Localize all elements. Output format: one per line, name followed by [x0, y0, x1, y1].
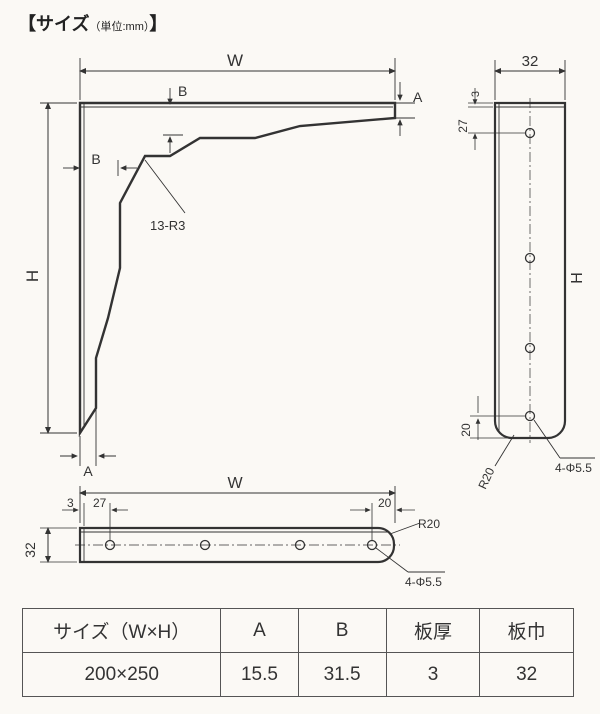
bracket-front-view: 32 27 3	[456, 53, 595, 491]
label-b-left: B	[91, 151, 100, 167]
bracket-side-view: W H A A	[23, 51, 423, 479]
spec-table-container: サイズ（W×H） A B 板厚 板巾 200×250 15.5 31.5 3 3…	[22, 608, 574, 697]
label-w-top: W	[227, 51, 243, 70]
table-cell: 3	[386, 653, 480, 697]
table-cell: 32	[480, 653, 574, 697]
label-h-left: H	[23, 270, 42, 282]
label-a-bottom: A	[83, 463, 93, 479]
title-unit: （単位:mm）	[89, 21, 149, 33]
page-title: 【サイズ（単位:mm）】	[18, 10, 167, 36]
col-header: A	[221, 609, 298, 653]
label-phi-right: 4-Φ5.5	[555, 461, 592, 475]
label-w-bottom: W	[227, 475, 243, 492]
title-close: 】	[149, 14, 167, 34]
col-header: サイズ（W×H）	[23, 609, 221, 653]
label-20-bottom: 20	[378, 496, 392, 510]
label-3-bottom: 3	[67, 496, 74, 510]
label-13r3: 13-R3	[150, 218, 185, 233]
table-cell: 200×250	[23, 653, 221, 697]
label-27-bottom: 27	[93, 496, 107, 510]
label-20-right: 20	[459, 423, 473, 437]
table-row: 200×250 15.5 31.5 3 32	[23, 653, 574, 697]
table-cell: 15.5	[221, 653, 298, 697]
bracket-top-view: W 3 27	[22, 475, 445, 589]
table-cell: 31.5	[298, 653, 386, 697]
label-32-topright: 32	[522, 53, 539, 70]
spec-table: サイズ（W×H） A B 板厚 板巾 200×250 15.5 31.5 3 3…	[22, 608, 574, 697]
label-b-upper: B	[178, 83, 187, 99]
label-r20-bottom: R20	[418, 517, 440, 531]
col-header: 板巾	[480, 609, 574, 653]
title-main: 【サイズ	[18, 14, 89, 34]
label-r20-right: R20	[475, 465, 497, 491]
label-h-right: H	[569, 272, 586, 284]
label-27-top: 27	[456, 119, 470, 133]
label-phi-bottom: 4-Φ5.5	[405, 575, 442, 589]
col-header: B	[298, 609, 386, 653]
table-header-row: サイズ（W×H） A B 板厚 板巾	[23, 609, 574, 653]
label-32-left: 32	[22, 542, 38, 558]
col-header: 板厚	[386, 609, 480, 653]
label-3-top: 3	[470, 91, 482, 97]
technical-diagram: W H A A	[0, 38, 600, 598]
label-a-right: A	[413, 89, 423, 105]
